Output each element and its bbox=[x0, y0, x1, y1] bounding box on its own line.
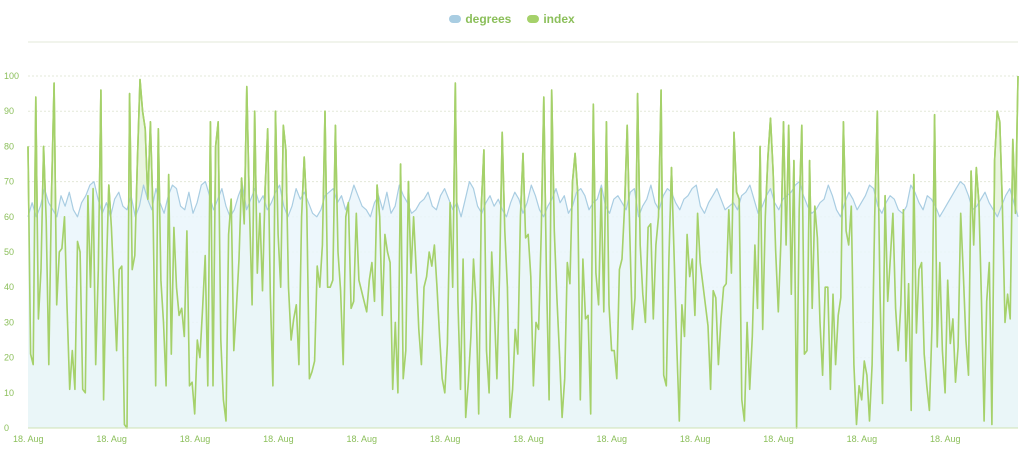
x-tick-label: 18. Aug bbox=[847, 434, 878, 444]
y-tick-label: 40 bbox=[4, 282, 14, 292]
x-tick-label: 18. Aug bbox=[513, 434, 544, 444]
legend-item-degrees[interactable]: degrees bbox=[449, 12, 511, 26]
y-tick-label: 0 bbox=[4, 423, 9, 433]
y-tick-label: 20 bbox=[4, 353, 14, 363]
x-tick-label: 18. Aug bbox=[763, 434, 794, 444]
x-tick-label: 18. Aug bbox=[96, 434, 127, 444]
legend-label-index: index bbox=[543, 12, 575, 26]
y-tick-label: 80 bbox=[4, 141, 14, 151]
series-index-line-top bbox=[27, 75, 1019, 429]
x-tick-label: 18. Aug bbox=[180, 434, 211, 444]
y-tick-label: 30 bbox=[4, 317, 14, 327]
y-tick-label: 60 bbox=[4, 212, 14, 222]
x-tick-label: 18. Aug bbox=[430, 434, 461, 444]
x-tick-label: 18. Aug bbox=[263, 434, 294, 444]
legend: degrees index bbox=[0, 12, 1024, 26]
legend-item-index[interactable]: index bbox=[527, 12, 575, 26]
x-tick-label: 18. Aug bbox=[680, 434, 711, 444]
y-tick-label: 90 bbox=[4, 106, 14, 116]
y-tick-label: 70 bbox=[4, 177, 14, 187]
y-tick-label: 10 bbox=[4, 388, 14, 398]
x-tick-label: 18. Aug bbox=[346, 434, 377, 444]
x-tick-label: 18. Aug bbox=[597, 434, 628, 444]
x-tick-label: 18. Aug bbox=[930, 434, 961, 444]
series-degrees-line bbox=[27, 181, 1019, 218]
y-tick-label: 50 bbox=[4, 247, 14, 257]
legend-swatch-index bbox=[527, 15, 540, 23]
legend-swatch-degrees bbox=[449, 15, 462, 23]
series-degrees-area bbox=[28, 181, 1018, 428]
legend-label-degrees: degrees bbox=[465, 12, 512, 26]
x-tick-label: 18. Aug bbox=[13, 434, 44, 444]
y-tick-label: 100 bbox=[4, 71, 19, 81]
